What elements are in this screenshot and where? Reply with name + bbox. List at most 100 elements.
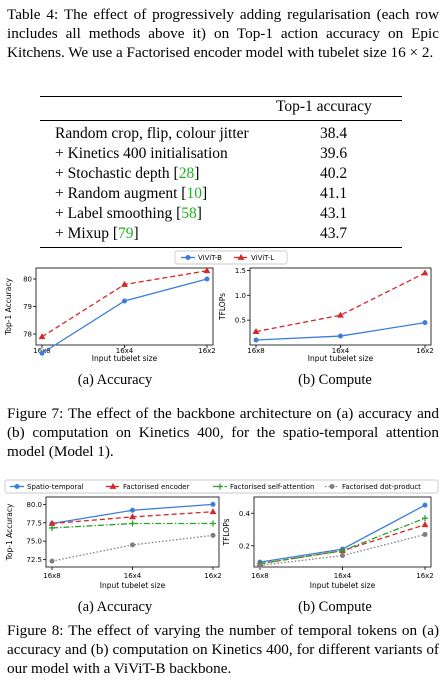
table-row: + Label smoothing [58] 43.1: [55, 205, 385, 225]
table-bottom-rule: [40, 247, 402, 248]
data-point: [217, 483, 223, 490]
x-tick-label: 16x4: [124, 572, 142, 580]
table-row: Random crop, flip, colour jitter 38.4: [55, 125, 385, 145]
data-point: [49, 524, 55, 531]
figure8-caption: Figure 8: The effect of varying the numb…: [7, 622, 439, 677]
accuracy-value: 39.6: [320, 145, 348, 162]
figure8-subcaption-a: (a) Accuracy: [77, 599, 153, 615]
data-point: [329, 484, 335, 489]
plot-frame: [35, 267, 214, 346]
citation-link[interactable]: 28: [178, 165, 195, 182]
chart-legend: Spatio-temporal Factorised encoder Factori…: [4, 479, 439, 494]
plot-frame: [249, 267, 432, 346]
data-point: [237, 253, 245, 260]
legend-label: Factorised dot-product: [342, 483, 421, 491]
series-line: [51, 534, 214, 562]
data-point: [340, 553, 345, 559]
y-axis-label: TFLOPs: [218, 293, 227, 321]
data-point: [422, 531, 428, 537]
data-point: [210, 532, 216, 538]
method-name: + Random augment [10]: [55, 185, 208, 202]
data-point: [422, 515, 428, 522]
y-tick-label: 1.5: [235, 267, 246, 275]
accuracy-value: 40.2: [320, 165, 348, 182]
data-point: [210, 501, 216, 507]
y-tick-label: 80.0: [26, 501, 42, 509]
y-axis-label: TFLOPs: [222, 518, 231, 546]
method-name: + Label smoothing [58]: [55, 205, 202, 222]
accuracy-value: 38.4: [320, 125, 348, 142]
legend-label: ViViT-B: [198, 254, 222, 262]
legend-label: Factorised encoder: [123, 483, 190, 491]
data-point: [122, 298, 127, 304]
table-row: + Kinetics 400 initialisation 39.6: [55, 145, 385, 165]
citation-link[interactable]: 79: [118, 225, 134, 242]
accuracy-value: 43.1: [320, 205, 348, 222]
data-point: [209, 508, 217, 515]
legend-label: ViViT-L: [251, 254, 274, 262]
data-point: [39, 350, 45, 356]
data-point: [203, 267, 211, 274]
x-axis-label: Input tubelet size: [100, 581, 166, 590]
data-point: [253, 337, 259, 343]
data-point: [421, 269, 429, 276]
series-line: [255, 272, 426, 333]
method-name: + Stochastic depth [28]: [55, 165, 200, 182]
y-tick-label: 80: [23, 276, 32, 284]
data-point: [130, 507, 135, 513]
legend-frame: [174, 250, 288, 265]
data-point: [121, 280, 128, 287]
data-point: [204, 276, 210, 282]
chart-legend: ViViT-B ViViT-L: [174, 250, 288, 265]
x-tick-label: 16x8: [247, 347, 265, 355]
x-tick-label: 16x8: [43, 572, 61, 580]
x-tick-label: 16x4: [334, 572, 352, 580]
x-tick-label: 16x2: [416, 572, 434, 580]
x-axis-label: Input tubelet size: [308, 354, 374, 363]
data-point: [48, 519, 56, 526]
y-tick-label: 72.5: [26, 556, 42, 564]
figure7-subcaption-a: (a) Accuracy: [77, 372, 153, 388]
figure7-caption: Figure 7: The effect of the backbone arc…: [7, 405, 439, 460]
y-tick-label: 0.2: [239, 542, 250, 550]
legend-label: Factorised self-attention: [230, 483, 314, 491]
table-header-rule: [40, 120, 402, 121]
figure7-subcaption-b: (b) Compute: [298, 372, 372, 388]
data-point: [421, 521, 429, 528]
x-tick-label: 16x2: [416, 347, 434, 355]
x-tick-label: 16x2: [204, 572, 222, 580]
data-point: [339, 547, 346, 554]
data-point: [185, 255, 191, 260]
y-tick-label: 77.5: [26, 519, 42, 527]
data-point: [129, 520, 136, 527]
y-tick-label: 79: [23, 303, 32, 311]
series-line: [41, 270, 208, 338]
y-tick-label: 75.0: [26, 538, 42, 546]
x-tick-label: 16x4: [332, 347, 350, 355]
y-tick-label: 1.0: [235, 292, 246, 300]
series-line: [41, 278, 208, 354]
y-axis-label: Top-1 Accuracy: [4, 278, 13, 336]
table-header: Top-1 accuracy: [276, 98, 372, 115]
table-row: + Mixup [79] 43.7: [55, 225, 385, 245]
table-row: + Random augment [10] 41.1: [55, 185, 385, 205]
y-tick-label: 0.5: [235, 317, 246, 325]
accuracy-value: 43.7: [320, 225, 348, 242]
citation-link[interactable]: 58: [181, 205, 197, 222]
data-point: [49, 558, 55, 564]
method-name: Random crop, flip, colour jitter: [55, 125, 249, 142]
figure8-charts: 72.5 75.0 77.5 80.0 16x8 16x4 16x2 Input tubele…: [4, 479, 439, 590]
y-axis-label: Top-1 Accuracy: [5, 503, 14, 561]
x-axis-label: Input tubelet size: [92, 354, 158, 363]
table-row: + Stochastic depth [28] 40.2: [55, 165, 385, 185]
x-tick-label: 16x2: [198, 347, 216, 355]
x-tick-label: 16x8: [251, 572, 269, 580]
plot-frame: [45, 496, 220, 568]
data-point: [109, 482, 117, 489]
method-name: + Mixup [79]: [55, 225, 139, 242]
data-point: [14, 484, 20, 489]
citation-link[interactable]: 10: [186, 185, 202, 202]
data-point: [129, 513, 136, 520]
x-tick-label: 16x4: [116, 347, 134, 355]
x-axis-label: Input tubelet size: [310, 581, 376, 590]
